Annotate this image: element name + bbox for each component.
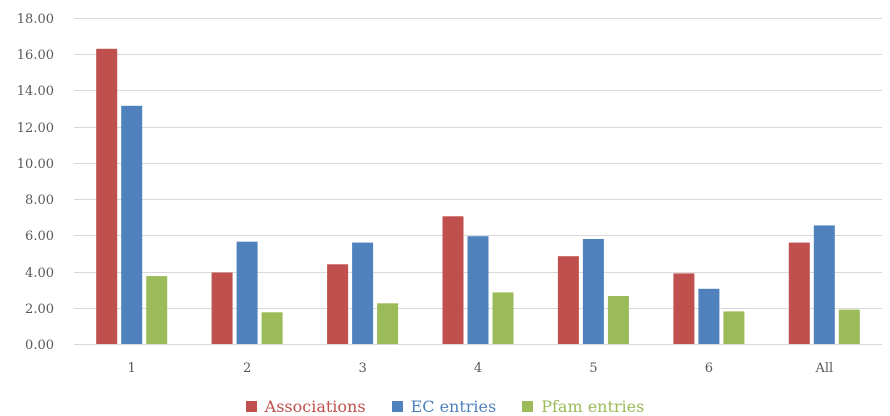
x-tick-label: All — [814, 361, 833, 376]
y-tick-label: 0.00 — [25, 338, 54, 353]
bar-ec-entries-6 — [698, 288, 720, 344]
y-axis-ticks: 0.00 2.00 4.00 6.00 8.00 10.00 12.00 14.00 16.00… — [17, 12, 54, 353]
x-tick-label: 1 — [128, 361, 136, 376]
bar-pfam-entries-4 — [492, 292, 514, 344]
y-tick-label: 18.00 — [17, 12, 54, 27]
bar-ec-entries-1 — [121, 105, 143, 344]
bar-ec-entries-2 — [236, 241, 258, 344]
bar-associations-5 — [557, 256, 579, 344]
legend-item-ec-entries: EC entries — [391, 396, 497, 416]
bar-ec-entries-5 — [582, 239, 604, 344]
y-tick-label: 10.00 — [17, 157, 54, 172]
bar-associations-6 — [673, 273, 695, 344]
legend-label-pfam-entries: Pfam entries — [541, 396, 645, 416]
legend: Associations EC entries Pfam entries — [0, 396, 890, 416]
y-tick-label: 2.00 — [25, 302, 54, 317]
legend-swatch-ec-entries — [391, 400, 403, 412]
bar-associations-4 — [442, 216, 464, 344]
y-tick-label: 8.00 — [25, 193, 54, 208]
y-tick-label: 12.00 — [17, 121, 54, 136]
bar-ec-entries-all — [813, 225, 835, 344]
bar-associations-3 — [327, 264, 349, 344]
y-tick-label: 4.00 — [25, 266, 54, 281]
x-tick-label: 6 — [705, 361, 713, 376]
bar-associations-2 — [211, 272, 233, 344]
x-tick-label: 3 — [358, 361, 366, 376]
bar-associations-all — [788, 242, 810, 344]
bar-pfam-entries-1 — [146, 276, 168, 344]
bar-ec-entries-4 — [467, 236, 489, 344]
bar-pfam-entries-3 — [377, 303, 399, 345]
y-tick-label: 16.00 — [17, 48, 54, 63]
bar-pfam-entries-all — [838, 309, 860, 344]
bar-associations-1 — [96, 48, 118, 345]
legend-item-pfam-entries: Pfam entries — [522, 397, 644, 416]
bars — [96, 48, 860, 345]
legend-label-associations: Associations — [264, 396, 366, 416]
bar-pfam-entries-5 — [607, 296, 629, 344]
bar-pfam-entries-2 — [261, 312, 283, 344]
legend-swatch-associations — [245, 400, 257, 412]
legend-item-associations: Associations — [245, 396, 366, 416]
x-tick-label: 2 — [243, 361, 251, 376]
bar-ec-entries-3 — [352, 242, 374, 344]
bar-chart: 0.00 2.00 4.00 6.00 8.00 10.00 12.00 14.00 16.00… — [17, 12, 882, 376]
x-tick-label: 5 — [589, 361, 597, 376]
y-tick-label: 14.00 — [17, 84, 54, 99]
x-axis-ticks: 1 2 3 4 5 6 All — [128, 361, 834, 376]
x-tick-label: 4 — [474, 361, 482, 376]
gridlines — [74, 18, 882, 345]
y-tick-label: 6.00 — [25, 229, 54, 244]
legend-swatch-pfam-entries — [522, 400, 534, 412]
legend-label-ec-entries: EC entries — [410, 396, 497, 416]
bar-pfam-entries-6 — [723, 311, 745, 344]
